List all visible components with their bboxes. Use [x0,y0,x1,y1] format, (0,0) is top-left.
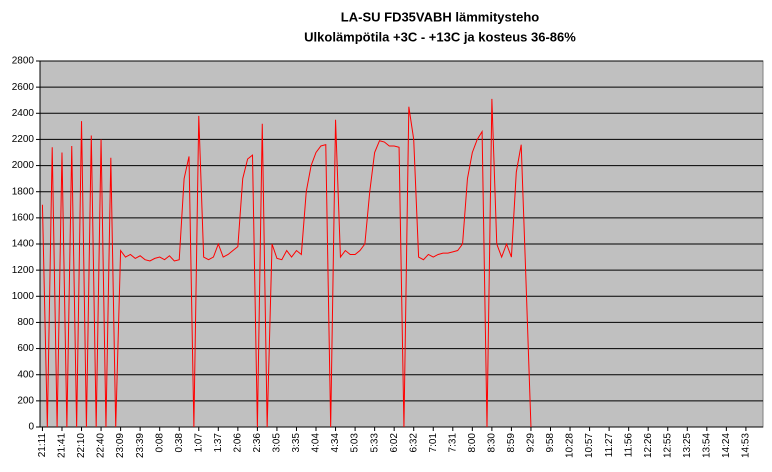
y-tick-label: 1000 [12,291,35,302]
y-tick-label: 0 [28,422,34,433]
x-tick-label: 0:38 [174,433,185,453]
x-tick-label: 3:35 [291,433,302,453]
y-tick-label: 2800 [12,56,35,67]
x-tick-label: 6:02 [389,433,400,453]
x-tick-label: 7:01 [428,433,439,453]
y-tick-label: 1600 [12,212,35,223]
chart-title: LA-SU FD35VABH lämmitysteho [341,9,539,24]
x-tick-label: 14:24 [721,433,732,458]
x-tick-label: 2:36 [252,433,263,453]
x-tick-label: 21:41 [57,433,68,458]
chart-subtitle: Ulkolämpötila +3C - +13C ja kosteus 36-8… [304,29,576,44]
x-tick-label: 1:07 [193,433,204,453]
x-tick-label: 12:55 [662,433,673,458]
x-tick-label: 23:39 [135,433,146,458]
y-tick-label: 800 [17,317,34,328]
x-tick-label: 8:00 [467,433,478,453]
x-tick-label: 2:06 [232,433,243,453]
y-tick-label: 600 [17,343,34,354]
y-tick-label: 2000 [12,160,35,171]
x-tick-label: 4:34 [330,433,341,453]
x-tick-label: 13:54 [701,433,712,458]
y-tick-label: 2200 [12,134,35,145]
x-tick-label: 11:56 [623,433,634,458]
x-tick-label: 6:32 [408,433,419,453]
x-tick-label: 21:11 [37,433,48,458]
x-tick-label: 9:29 [526,433,537,453]
x-tick-label: 4:04 [311,433,322,453]
y-tick-label: 400 [17,369,34,380]
x-tick-label: 23:09 [115,433,126,458]
x-tick-label: 11:27 [604,433,615,458]
x-tick-label: 10:28 [565,433,576,458]
x-tick-label: 14:53 [741,433,752,458]
y-tick-label: 1400 [12,239,35,250]
x-tick-label: 8:59 [506,433,517,453]
x-tick-label: 8:30 [487,433,498,453]
y-tick-label: 2400 [12,108,35,119]
x-tick-label: 1:37 [213,433,224,453]
x-tick-label: 13:25 [682,433,693,458]
x-tick-label: 5:33 [369,433,380,453]
x-tick-label: 22:10 [76,433,87,458]
x-tick-label: 7:31 [447,433,458,453]
data-line [41,98,532,428]
x-tick-label: 12:26 [643,433,654,458]
x-tick-label: 9:58 [545,433,556,453]
x-tick-label: 22:40 [96,433,107,458]
y-tick-label: 2600 [12,82,35,93]
y-tick-label: 1800 [12,186,35,197]
y-tick-label: 200 [17,395,34,406]
y-tick-label: 1200 [12,265,35,276]
x-tick-label: 0:08 [154,433,165,453]
x-tick-label: 3:05 [272,433,283,453]
x-tick-label: 10:57 [584,433,595,458]
x-tick-label: 5:03 [350,433,361,453]
